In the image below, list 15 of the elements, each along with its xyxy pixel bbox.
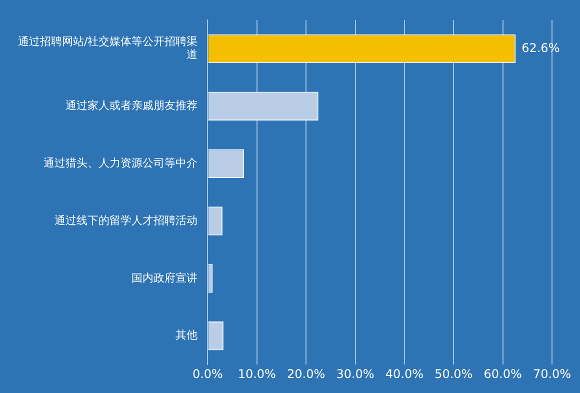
y-tick-label: 通过线下的留学人才招聘活动 [54,214,198,227]
y-tick-label: 国内政府宣讲 [132,271,198,284]
y-tick-label: 其他 [176,328,198,342]
y-tick-label: 通过家人或者亲戚朋友推荐 [66,99,198,112]
x-tick-label: 40.0% [385,366,424,381]
x-tick-label: 20.0% [287,366,326,381]
y-tick-label: 通过猎头、人力资源公司等中介 [44,156,198,170]
x-tick-label: 30.0% [336,366,374,381]
x-tick-label: 60.0% [484,366,522,381]
x-tick-label: 0.0% [192,366,223,381]
x-tick-label: 10.0% [238,366,276,381]
x-tick-label: 70.0% [532,366,572,381]
x-tick-label: 50.0% [434,366,473,381]
data-label: 62.6% [522,40,560,55]
y-tick-label: 通过招聘网站/社交媒体等公开招聘渠道 [18,34,198,62]
